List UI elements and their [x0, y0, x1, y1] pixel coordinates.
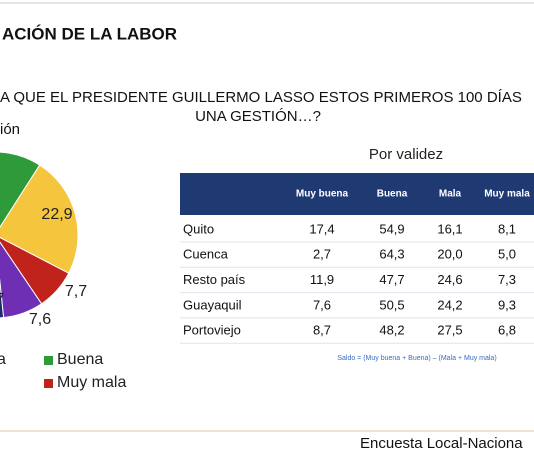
table-cell: 27,5	[437, 323, 462, 338]
table-cell: 8,7	[313, 323, 331, 338]
table-header	[180, 173, 534, 215]
legend-label: a	[0, 351, 6, 368]
table-cell: 16,1	[437, 221, 462, 236]
legend-label: Muy mala	[57, 374, 126, 391]
table-title: Por validez	[369, 146, 443, 163]
column-header: Muy buena	[296, 189, 349, 200]
table-cell: 50,5	[379, 297, 404, 312]
question-line: UNA GESTIÓN…?	[195, 108, 321, 125]
table-note: Saldo = (Muy buena + Buena) – (Mala + Mu…	[337, 355, 496, 362]
footer-source: Encuesta Local-Naciona	[360, 435, 523, 452]
header-title: ACIÓN DE LA LABOR	[2, 24, 177, 43]
column-header: Muy mala	[484, 189, 530, 200]
row-label: Portoviejo	[183, 323, 241, 338]
row-label: Quito	[183, 221, 214, 236]
legend-swatch	[44, 356, 53, 365]
table-cell: 7,3	[498, 272, 516, 287]
table-cell: 7,6	[313, 297, 331, 312]
question-line: A QUE EL PRESIDENTE GUILLERMO LASSO ESTO…	[0, 89, 522, 106]
pie-subtitle: ión	[0, 121, 20, 138]
table-cell: 24,6	[437, 272, 462, 287]
table-cell: 9,3	[498, 297, 516, 312]
legend-label: Buena	[57, 351, 103, 368]
slice-label: 7	[0, 291, 5, 308]
table-cell: 8,1	[498, 221, 516, 236]
row-label: Resto país	[183, 272, 246, 287]
table-cell: 48,2	[379, 323, 404, 338]
table-cell: 11,9	[310, 272, 334, 287]
pie-slice	[0, 164, 79, 274]
table-cell: 2,7	[313, 247, 331, 262]
pie-chart: 22,9 7,7 7,6 7 a Buena Muy mala	[0, 151, 126, 391]
table-cell: 54,9	[379, 221, 404, 236]
table-cell: 17,4	[309, 221, 334, 236]
row-label: Cuenca	[183, 247, 229, 262]
table-cell: 64,3	[379, 247, 404, 262]
table-cell: 24,2	[437, 297, 462, 312]
pie-slice	[0, 151, 41, 229]
row-label: Guayaquil	[183, 297, 242, 312]
table-cell: 47,7	[379, 272, 404, 287]
table-cell: 20,0	[437, 247, 462, 262]
pie-slice	[0, 278, 5, 319]
table-cell: 5,0	[498, 247, 516, 262]
slice-label: 7,6	[29, 311, 51, 328]
column-header: Mala	[439, 189, 462, 200]
table-cell: 6,8	[498, 323, 516, 338]
legend-swatch	[44, 379, 53, 388]
slice-label: 7,7	[65, 283, 87, 300]
table: Muy buena Buena Mala Muy mala Quito 17,4 54,9 1…	[180, 189, 534, 344]
column-header: Buena	[377, 189, 408, 200]
slice-label: 22,9	[41, 206, 72, 223]
